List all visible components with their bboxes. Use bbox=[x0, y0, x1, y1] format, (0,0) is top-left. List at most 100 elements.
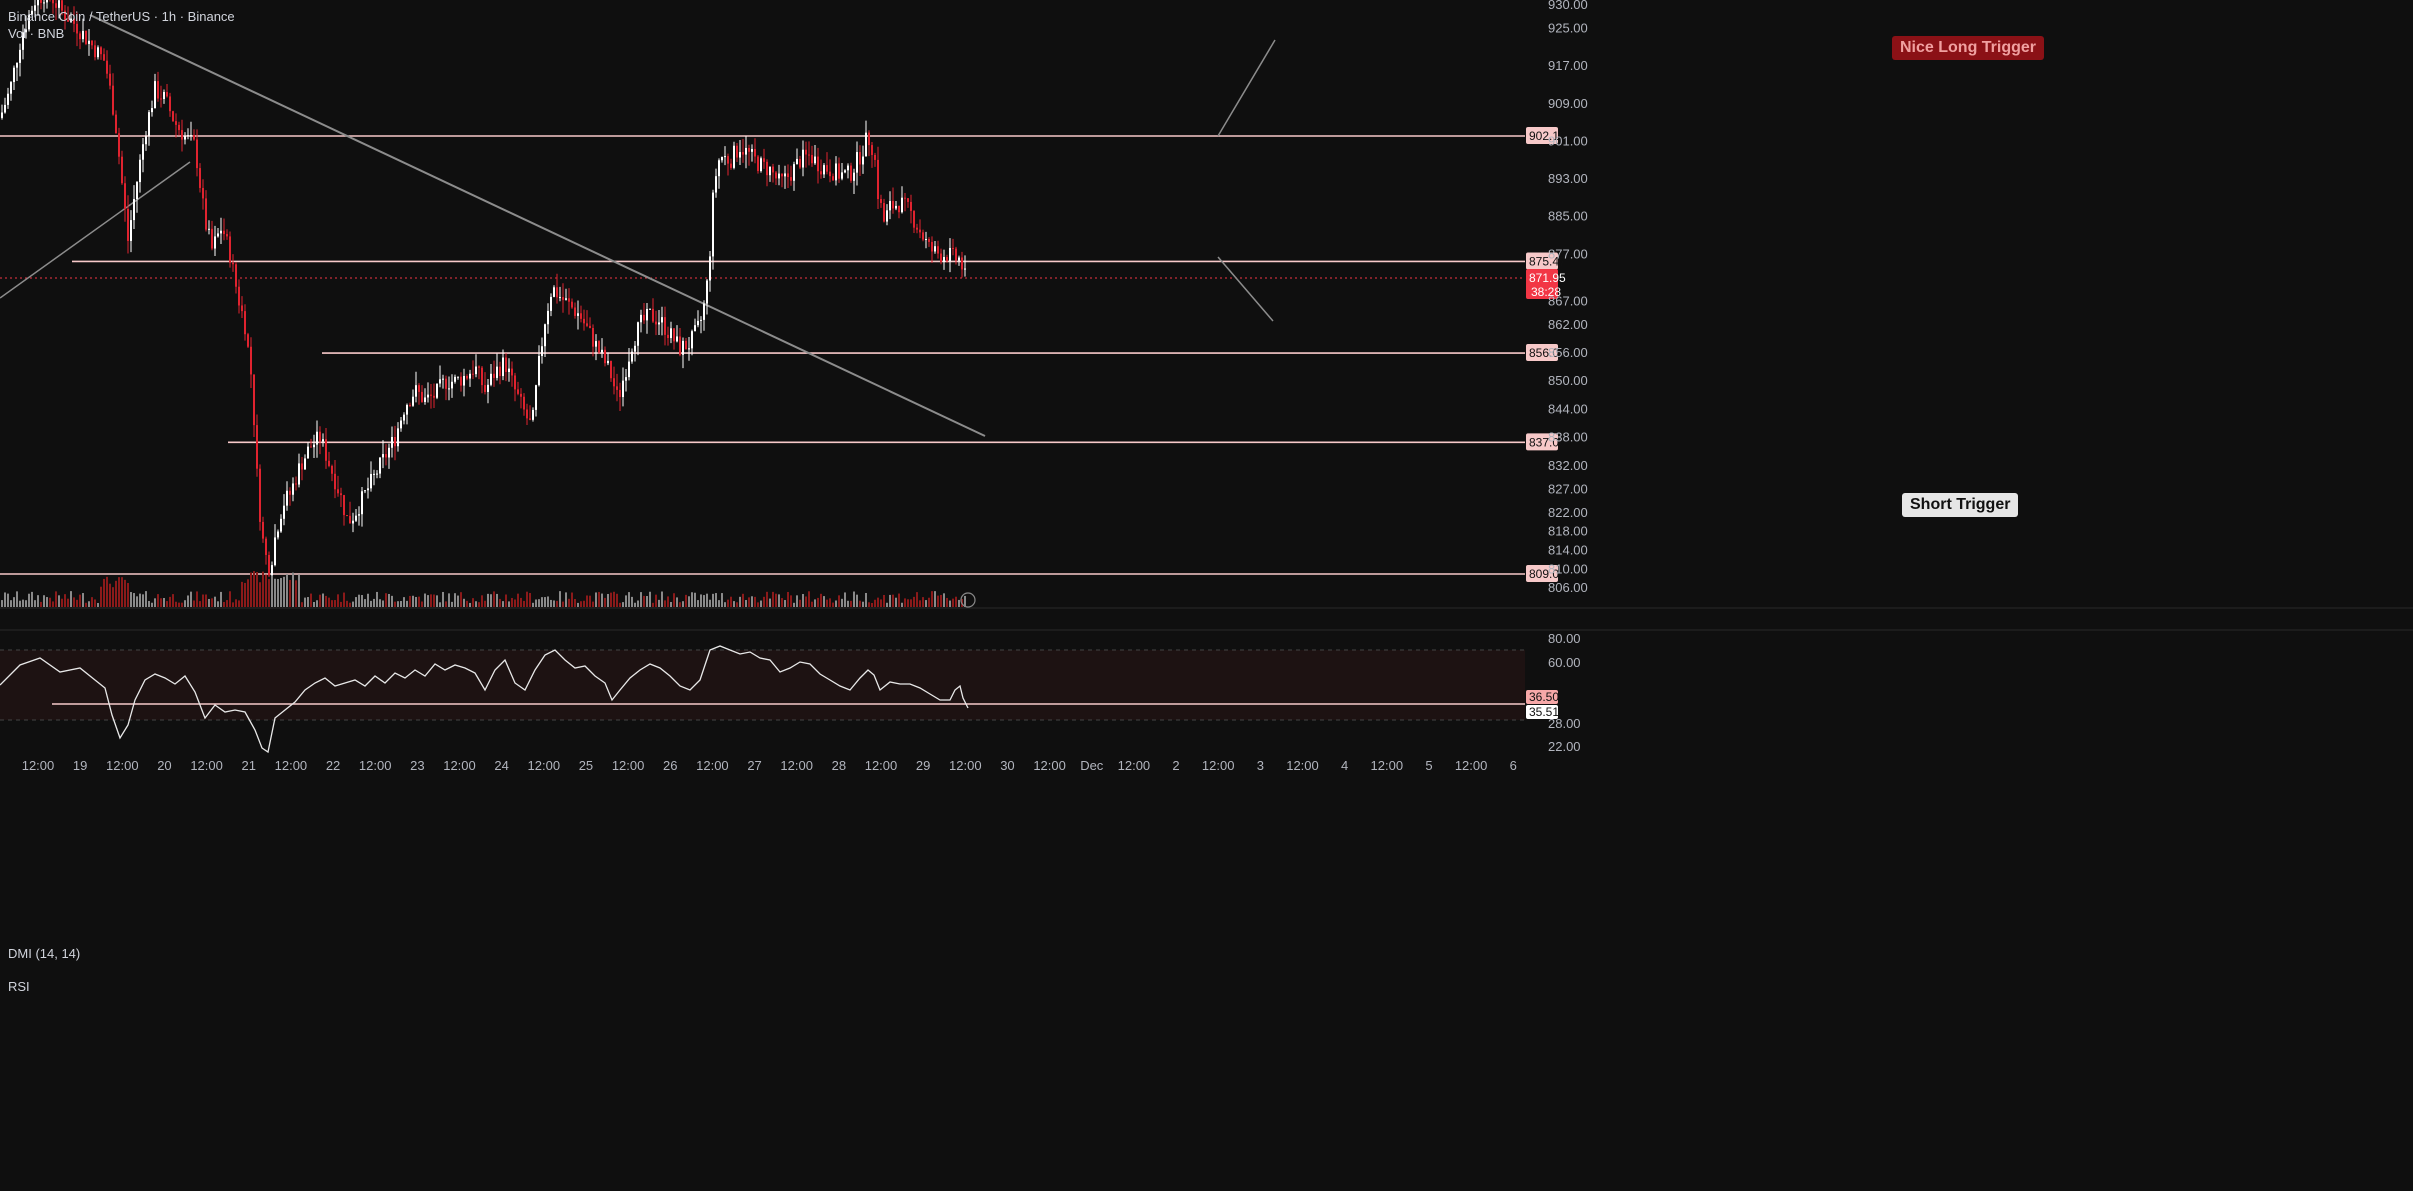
volume-bar bbox=[580, 601, 582, 607]
candle-body bbox=[631, 351, 633, 362]
volume-bar bbox=[268, 579, 270, 607]
long-trigger-connector bbox=[1217, 39, 1276, 137]
candle-body bbox=[592, 327, 594, 347]
candle-body bbox=[238, 286, 240, 306]
volume-bar bbox=[340, 601, 342, 607]
candle-body bbox=[340, 493, 342, 496]
volume-bar bbox=[931, 591, 933, 607]
candle-body bbox=[286, 490, 288, 506]
level-badge bbox=[1526, 344, 1558, 362]
candle-body bbox=[433, 395, 435, 398]
volume-bar bbox=[919, 600, 921, 607]
candle-body bbox=[409, 404, 411, 406]
volume-bar bbox=[661, 591, 663, 607]
level-label: 875.47 bbox=[1529, 254, 1566, 268]
candle-body bbox=[484, 385, 486, 392]
level-label: 902.16 bbox=[1529, 129, 1566, 143]
volume-bar bbox=[703, 595, 705, 607]
candle-body bbox=[316, 431, 318, 445]
volume-bar bbox=[40, 601, 42, 607]
time-tick-label: 29 bbox=[916, 758, 930, 773]
volume-bar bbox=[223, 601, 225, 607]
candle-body bbox=[232, 262, 234, 265]
candle-body bbox=[766, 161, 768, 176]
price-tick-label: 925.00 bbox=[1548, 21, 1588, 36]
volume-bar bbox=[718, 600, 720, 607]
volume-bar bbox=[385, 593, 387, 607]
volume-bar bbox=[193, 600, 195, 607]
candle-body bbox=[70, 18, 72, 22]
candle-body bbox=[955, 248, 957, 261]
short-trigger-label[interactable]: Short Trigger bbox=[1902, 493, 2019, 517]
volume-bar bbox=[892, 594, 894, 607]
volume-bar bbox=[235, 599, 237, 607]
candle-body bbox=[307, 446, 309, 459]
volume-bar bbox=[334, 600, 336, 607]
level-badge bbox=[1526, 252, 1558, 270]
volume-bar bbox=[373, 598, 375, 607]
volume-bar bbox=[964, 595, 966, 607]
volume-bar bbox=[358, 594, 360, 607]
time-tick-label: 12:00 bbox=[780, 758, 813, 773]
rsi-line bbox=[0, 645, 969, 754]
volume-bar bbox=[400, 601, 402, 607]
candle-body bbox=[811, 155, 813, 164]
ascending-trendline bbox=[0, 161, 191, 299]
volume-bar bbox=[286, 574, 288, 607]
volume-bar bbox=[655, 594, 657, 607]
candle-body bbox=[7, 93, 9, 105]
candle-body bbox=[82, 30, 84, 40]
time-tick-label: 4 bbox=[1341, 758, 1348, 773]
volume-bar bbox=[64, 594, 66, 607]
candle-body bbox=[88, 40, 90, 44]
volume-bar bbox=[364, 599, 366, 607]
volume-bar bbox=[427, 595, 429, 607]
candle-body bbox=[127, 208, 129, 241]
long-trigger-label[interactable]: Nice Long Trigger bbox=[1892, 36, 2045, 60]
candle-body bbox=[370, 473, 372, 489]
rsi-tick-label: 28.00 bbox=[1548, 716, 1581, 731]
volume-bars bbox=[1, 571, 976, 608]
volume-bar bbox=[451, 601, 453, 607]
volume-bar bbox=[850, 600, 852, 607]
candle-body bbox=[823, 165, 825, 175]
candle-body bbox=[217, 233, 219, 237]
candle-body bbox=[79, 33, 81, 40]
candle-body bbox=[313, 444, 315, 448]
volume-bar bbox=[391, 595, 393, 607]
candle-body bbox=[355, 515, 357, 521]
candle-body bbox=[808, 154, 810, 156]
volume-bar bbox=[277, 579, 279, 607]
volume-bar bbox=[733, 601, 735, 607]
volume-bar bbox=[664, 600, 666, 607]
time-tick-label: 21 bbox=[242, 758, 256, 773]
candle-body bbox=[469, 373, 471, 379]
volume-bar bbox=[811, 601, 813, 607]
volume-bar bbox=[946, 597, 948, 607]
candle-body bbox=[166, 91, 168, 97]
candle-body bbox=[25, 29, 27, 33]
volume-bar bbox=[472, 598, 474, 607]
candle-body bbox=[199, 168, 201, 188]
volume-bar bbox=[163, 597, 165, 607]
volume-bar bbox=[97, 602, 99, 607]
candle-body bbox=[736, 145, 738, 158]
candle-body bbox=[928, 238, 930, 242]
candle-body bbox=[763, 158, 765, 162]
candle-body bbox=[364, 490, 366, 492]
candle-body bbox=[175, 121, 177, 125]
volume-bar bbox=[724, 602, 726, 607]
price-candles bbox=[0, 0, 2413, 631]
volume-bar bbox=[187, 595, 189, 607]
candle-body bbox=[184, 136, 186, 140]
volume-bar bbox=[925, 600, 927, 607]
volume-bar bbox=[754, 596, 756, 607]
volume-bar bbox=[505, 594, 507, 607]
volume-bar bbox=[298, 574, 300, 607]
volume-bar bbox=[289, 579, 291, 607]
volume-bar bbox=[271, 576, 273, 607]
candle-body bbox=[154, 81, 156, 109]
candle-body bbox=[37, 0, 39, 6]
